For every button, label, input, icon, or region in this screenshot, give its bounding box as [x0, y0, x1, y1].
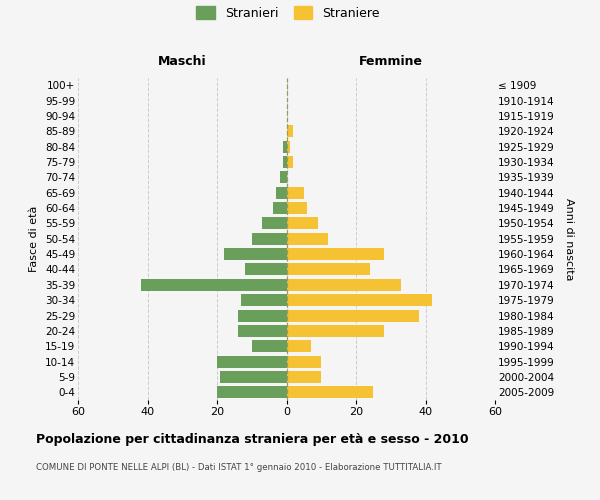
Bar [287, 156, 293, 168]
Bar [245, 264, 287, 276]
Bar [220, 371, 287, 383]
Bar [287, 325, 384, 337]
Bar [287, 386, 373, 398]
Bar [287, 186, 304, 198]
Bar [287, 279, 401, 291]
Bar [217, 386, 287, 398]
Bar [276, 186, 287, 198]
Bar [224, 248, 287, 260]
Bar [252, 340, 287, 352]
Bar [283, 140, 287, 152]
Bar [287, 202, 307, 214]
Bar [283, 156, 287, 168]
Bar [140, 279, 287, 291]
Bar [272, 202, 287, 214]
Bar [287, 371, 321, 383]
Bar [217, 356, 287, 368]
Bar [252, 233, 287, 244]
Text: COMUNE DI PONTE NELLE ALPI (BL) - Dati ISTAT 1° gennaio 2010 - Elaborazione TUTT: COMUNE DI PONTE NELLE ALPI (BL) - Dati I… [36, 462, 442, 471]
Bar [287, 248, 384, 260]
Text: Femmine: Femmine [359, 55, 423, 68]
Bar [287, 233, 328, 244]
Bar [287, 140, 290, 152]
Text: Maschi: Maschi [158, 55, 206, 68]
Bar [287, 264, 370, 276]
Bar [287, 356, 321, 368]
Bar [262, 218, 287, 230]
Y-axis label: Anni di nascita: Anni di nascita [564, 198, 574, 280]
Bar [287, 294, 433, 306]
Bar [238, 310, 287, 322]
Y-axis label: Fasce di età: Fasce di età [29, 206, 40, 272]
Bar [287, 126, 293, 137]
Legend: Stranieri, Straniere: Stranieri, Straniere [196, 6, 380, 20]
Text: Popolazione per cittadinanza straniera per età e sesso - 2010: Popolazione per cittadinanza straniera p… [36, 432, 469, 446]
Bar [241, 294, 287, 306]
Bar [280, 172, 287, 183]
Bar [287, 218, 318, 230]
Bar [238, 325, 287, 337]
Bar [287, 310, 419, 322]
Bar [287, 340, 311, 352]
